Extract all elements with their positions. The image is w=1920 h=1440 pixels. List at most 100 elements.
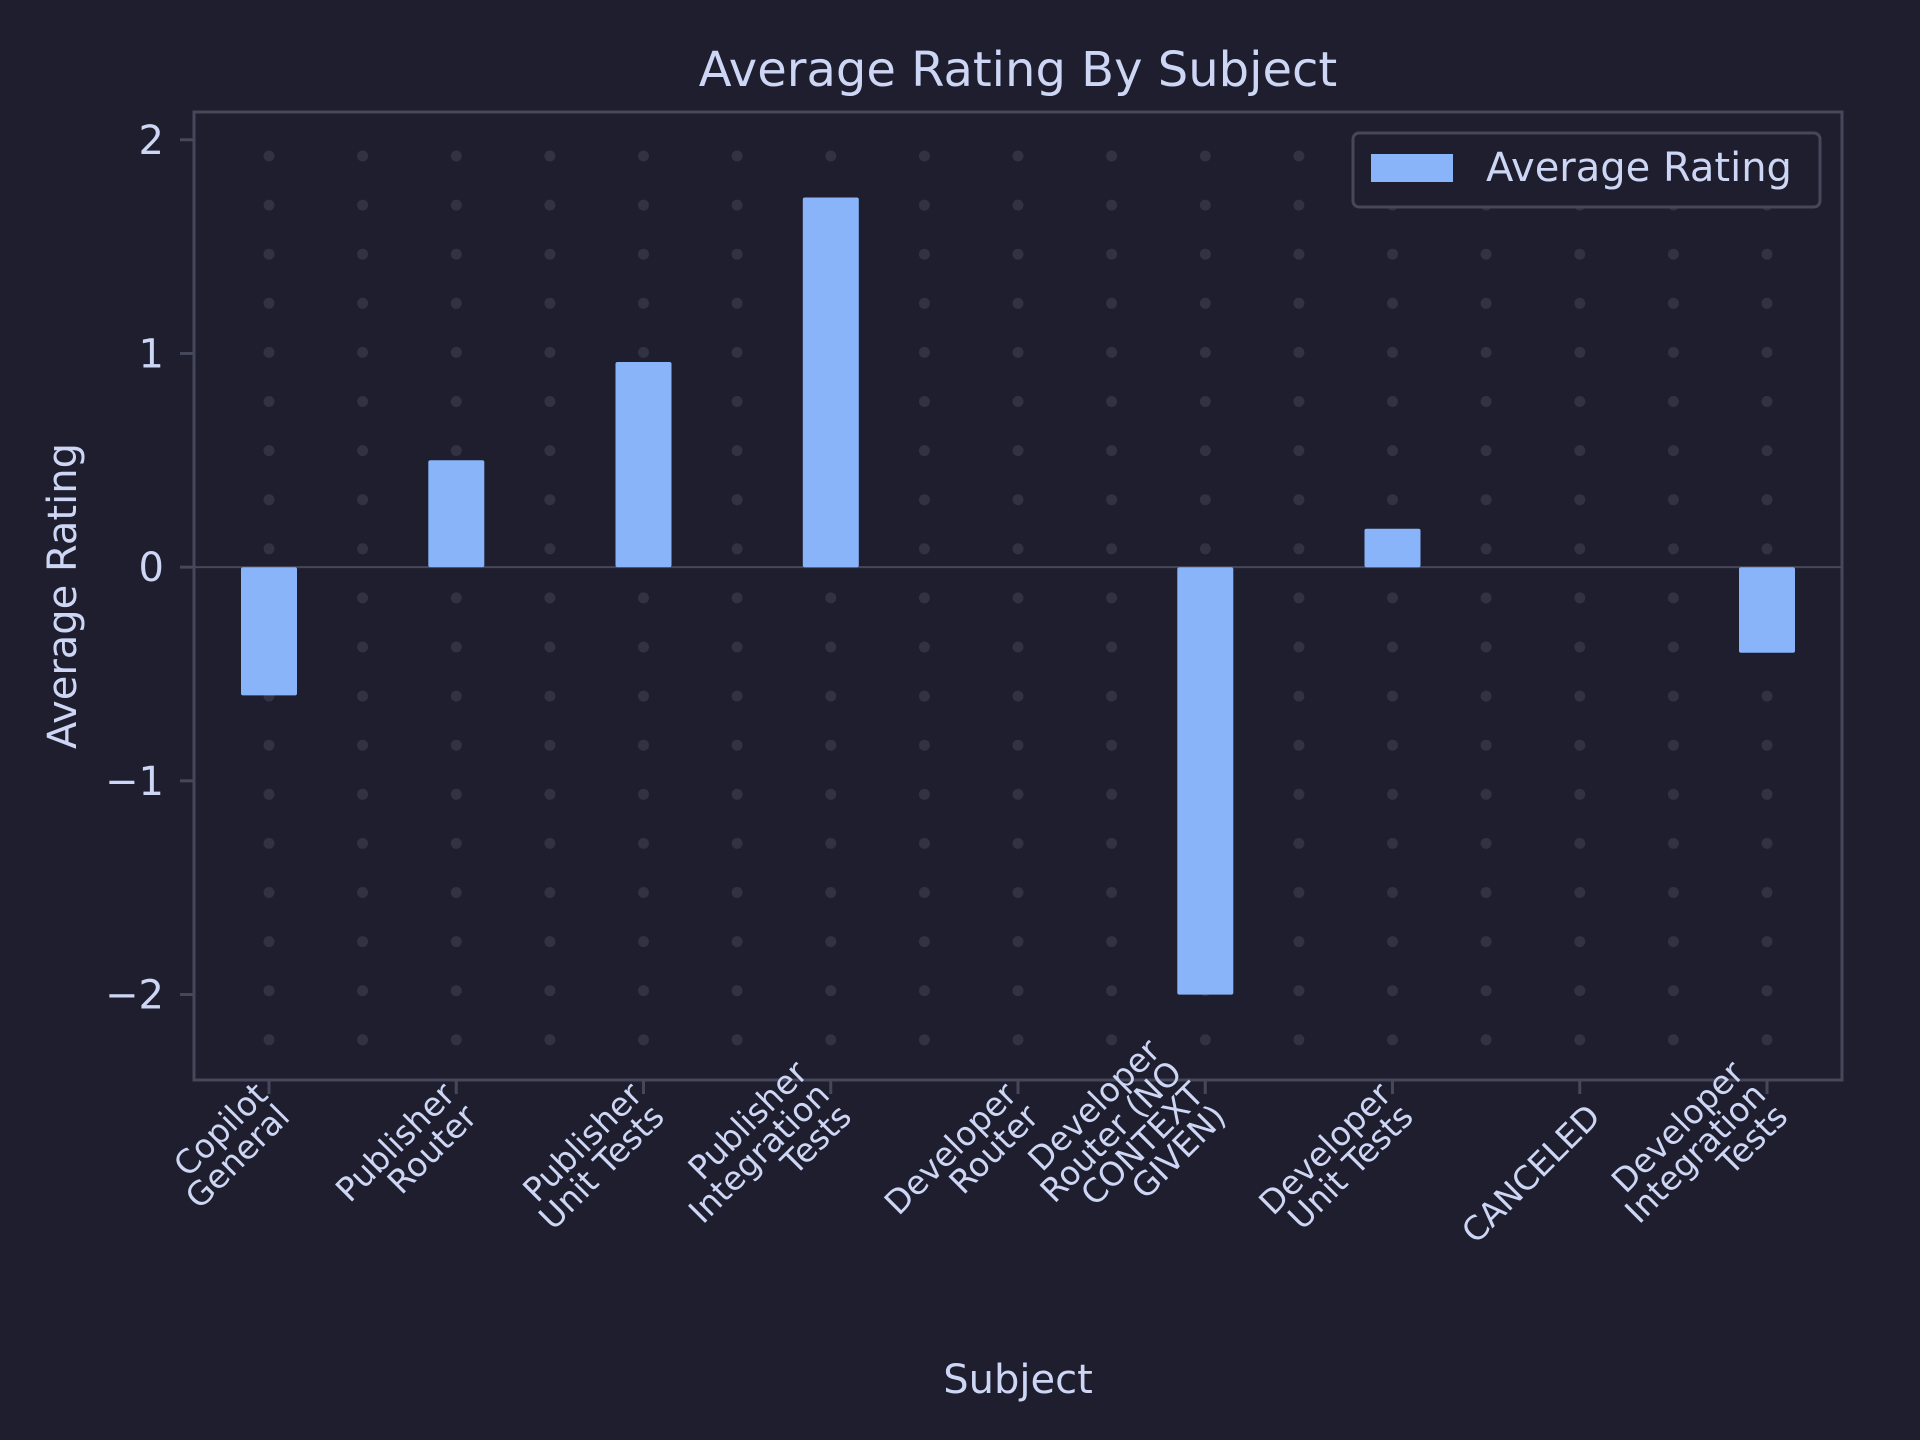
grid-dot (1667, 641, 1679, 653)
x-axis-title: Subject (943, 1357, 1093, 1403)
grid-dot (918, 543, 930, 555)
bar-8 (1739, 567, 1795, 653)
grid-dot (1761, 739, 1773, 751)
grid-dot (1667, 739, 1679, 751)
grid-dot (357, 788, 369, 800)
grid-dot (1667, 297, 1679, 309)
grid-dot (1761, 543, 1773, 555)
grid-dot (357, 346, 369, 358)
y-tick-label: −2 (105, 973, 164, 1019)
grid-dot (1761, 887, 1773, 898)
grid-dot (263, 837, 275, 849)
grid-dot (1012, 985, 1024, 997)
grid-dot (357, 150, 369, 162)
grid-dot (638, 739, 649, 751)
grid-dot (544, 396, 556, 407)
grid-dot (1387, 346, 1398, 358)
grid-dot (1106, 936, 1118, 948)
grid-dot (357, 936, 369, 948)
grid-dot (544, 887, 556, 898)
grid-dot (1106, 690, 1118, 702)
grid-dot (1761, 788, 1773, 800)
grid-dot (918, 150, 930, 162)
chart-title: Average Rating By Subject (699, 42, 1337, 98)
grid-dot (450, 1034, 462, 1046)
grid-dot (544, 837, 556, 849)
grid-dot (825, 936, 837, 948)
grid-dot (450, 199, 462, 211)
grid-dot (638, 788, 649, 800)
grid-dot (1387, 936, 1398, 948)
grid-dot (357, 739, 369, 751)
grid-dot (1574, 936, 1586, 948)
grid-dot (1667, 248, 1679, 260)
grid-dot (1480, 592, 1492, 604)
grid-dot (1293, 445, 1305, 457)
grid-dot (825, 837, 837, 849)
grid-dot (1387, 1034, 1398, 1046)
grid-dot (357, 837, 369, 849)
grid-dot (825, 641, 837, 653)
grid-dot (1667, 396, 1679, 407)
grid-dot (544, 690, 556, 702)
grid-dot (1480, 543, 1492, 555)
grid-dot (918, 690, 930, 702)
grid-dot (1012, 592, 1024, 604)
grid-dot (1106, 494, 1118, 506)
grid-dot (1293, 985, 1305, 997)
grid-dot (1387, 690, 1398, 702)
grid-dot (1667, 690, 1679, 702)
grid-dot (1012, 690, 1024, 702)
grid-dot (1106, 641, 1118, 653)
grid-dot (544, 248, 556, 260)
grid-dot (263, 494, 275, 506)
grid-dot (918, 346, 930, 358)
grid-dot (357, 199, 369, 211)
grid-dot (357, 641, 369, 653)
grid-dot (638, 837, 649, 849)
grid-dot (357, 592, 369, 604)
grid-dot (1012, 346, 1024, 358)
grid-dot (918, 641, 930, 653)
grid-dot (731, 739, 743, 751)
grid-dot (731, 445, 743, 457)
grid-dot (731, 985, 743, 997)
grid-dot (1480, 739, 1492, 751)
grid-dot (1574, 985, 1586, 997)
grid-dot (731, 297, 743, 309)
grid-dot (450, 396, 462, 407)
grid-dot (1293, 543, 1305, 555)
grid-dot (918, 936, 930, 948)
grid-dot (918, 985, 930, 997)
grid-dot (1480, 346, 1492, 358)
grid-dot (1387, 788, 1398, 800)
grid-dot (357, 248, 369, 260)
grid-dot (1574, 837, 1586, 849)
grid-dot (1387, 592, 1398, 604)
grid-dot (1574, 739, 1586, 751)
grid-dot (638, 297, 649, 309)
y-axis-title: Average Rating (40, 443, 86, 749)
grid-dot (1199, 445, 1211, 457)
grid-dot (1387, 837, 1398, 849)
grid-dot (1199, 150, 1211, 162)
grid-dot (1574, 445, 1586, 457)
grid-dot (918, 887, 930, 898)
grid-dot (450, 936, 462, 948)
grid-dot (731, 199, 743, 211)
grid-dot (263, 445, 275, 457)
grid-dot (1574, 346, 1586, 358)
grid-dot (263, 297, 275, 309)
grid-dot (1293, 396, 1305, 407)
grid-dot (1199, 396, 1211, 407)
y-tick-label: 0 (139, 545, 164, 591)
grid-dot (731, 248, 743, 260)
grid-dot (1012, 936, 1024, 948)
grid-dot (918, 297, 930, 309)
grid-dot (1106, 788, 1118, 800)
grid-dot (1480, 936, 1492, 948)
grid-dot (1106, 297, 1118, 309)
grid-dot (263, 346, 275, 358)
grid-dot (638, 592, 649, 604)
grid-dot (263, 1034, 275, 1046)
